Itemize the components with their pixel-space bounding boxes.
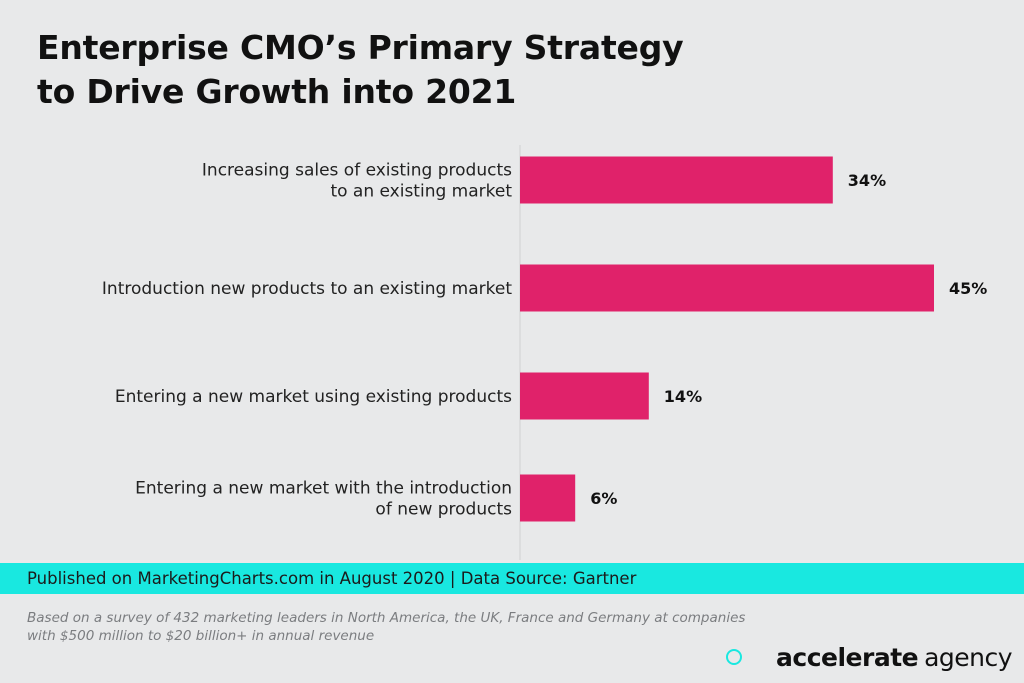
category-label: Introduction new products to an existing… bbox=[102, 279, 512, 299]
category-label-line: to an existing market bbox=[330, 182, 512, 202]
chart-title: Enterprise CMO’s Primary Strategy to Dri… bbox=[37, 26, 684, 114]
category-label-line: Increasing sales of existing products bbox=[202, 161, 512, 181]
bar-value-label: 34% bbox=[848, 171, 886, 190]
source-text: Published on MarketingCharts.com in Augu… bbox=[27, 569, 637, 588]
bar-4 bbox=[520, 474, 576, 522]
category-label: Increasing sales of existing products to … bbox=[202, 161, 512, 202]
brand-name-bold: accelerate bbox=[776, 642, 919, 672]
category-label-line: Entering a new market using existing pro… bbox=[115, 387, 512, 407]
category-label-line: Entering a new market with the introduct… bbox=[135, 479, 512, 499]
bar-3 bbox=[520, 372, 649, 420]
chart-title-line-2: to Drive Growth into 2021 bbox=[37, 72, 517, 111]
category-label: Entering a new market using existing pro… bbox=[115, 387, 512, 407]
category-label-line: of new products bbox=[375, 500, 512, 520]
category-label-line: Introduction new products to an existing… bbox=[102, 279, 512, 299]
source-band: Published on MarketingCharts.com in Augu… bbox=[0, 563, 1024, 594]
chart-title-line-1: Enterprise CMO’s Primary Strategy bbox=[37, 28, 684, 67]
bar-1 bbox=[520, 156, 833, 204]
brand-logo: accelerate agency bbox=[726, 641, 1013, 673]
survey-note-line-2: with $500 million to $20 billion+ in ann… bbox=[27, 628, 375, 644]
survey-note: Based on a survey of 432 marketing leade… bbox=[27, 609, 745, 645]
survey-note-line-1: Based on a survey of 432 marketing leade… bbox=[27, 610, 746, 626]
bar-2 bbox=[520, 264, 934, 312]
bar-value-label: 14% bbox=[664, 387, 702, 406]
category-label: Entering a new market with the introduct… bbox=[135, 479, 512, 520]
brand-name-light: agency bbox=[924, 642, 1013, 672]
bar-value-label: 6% bbox=[590, 489, 617, 508]
bar-chart: 34% Increasing sales of existing products… bbox=[102, 145, 987, 560]
bar-value-label: 45% bbox=[949, 279, 987, 298]
circle-icon bbox=[726, 649, 742, 665]
